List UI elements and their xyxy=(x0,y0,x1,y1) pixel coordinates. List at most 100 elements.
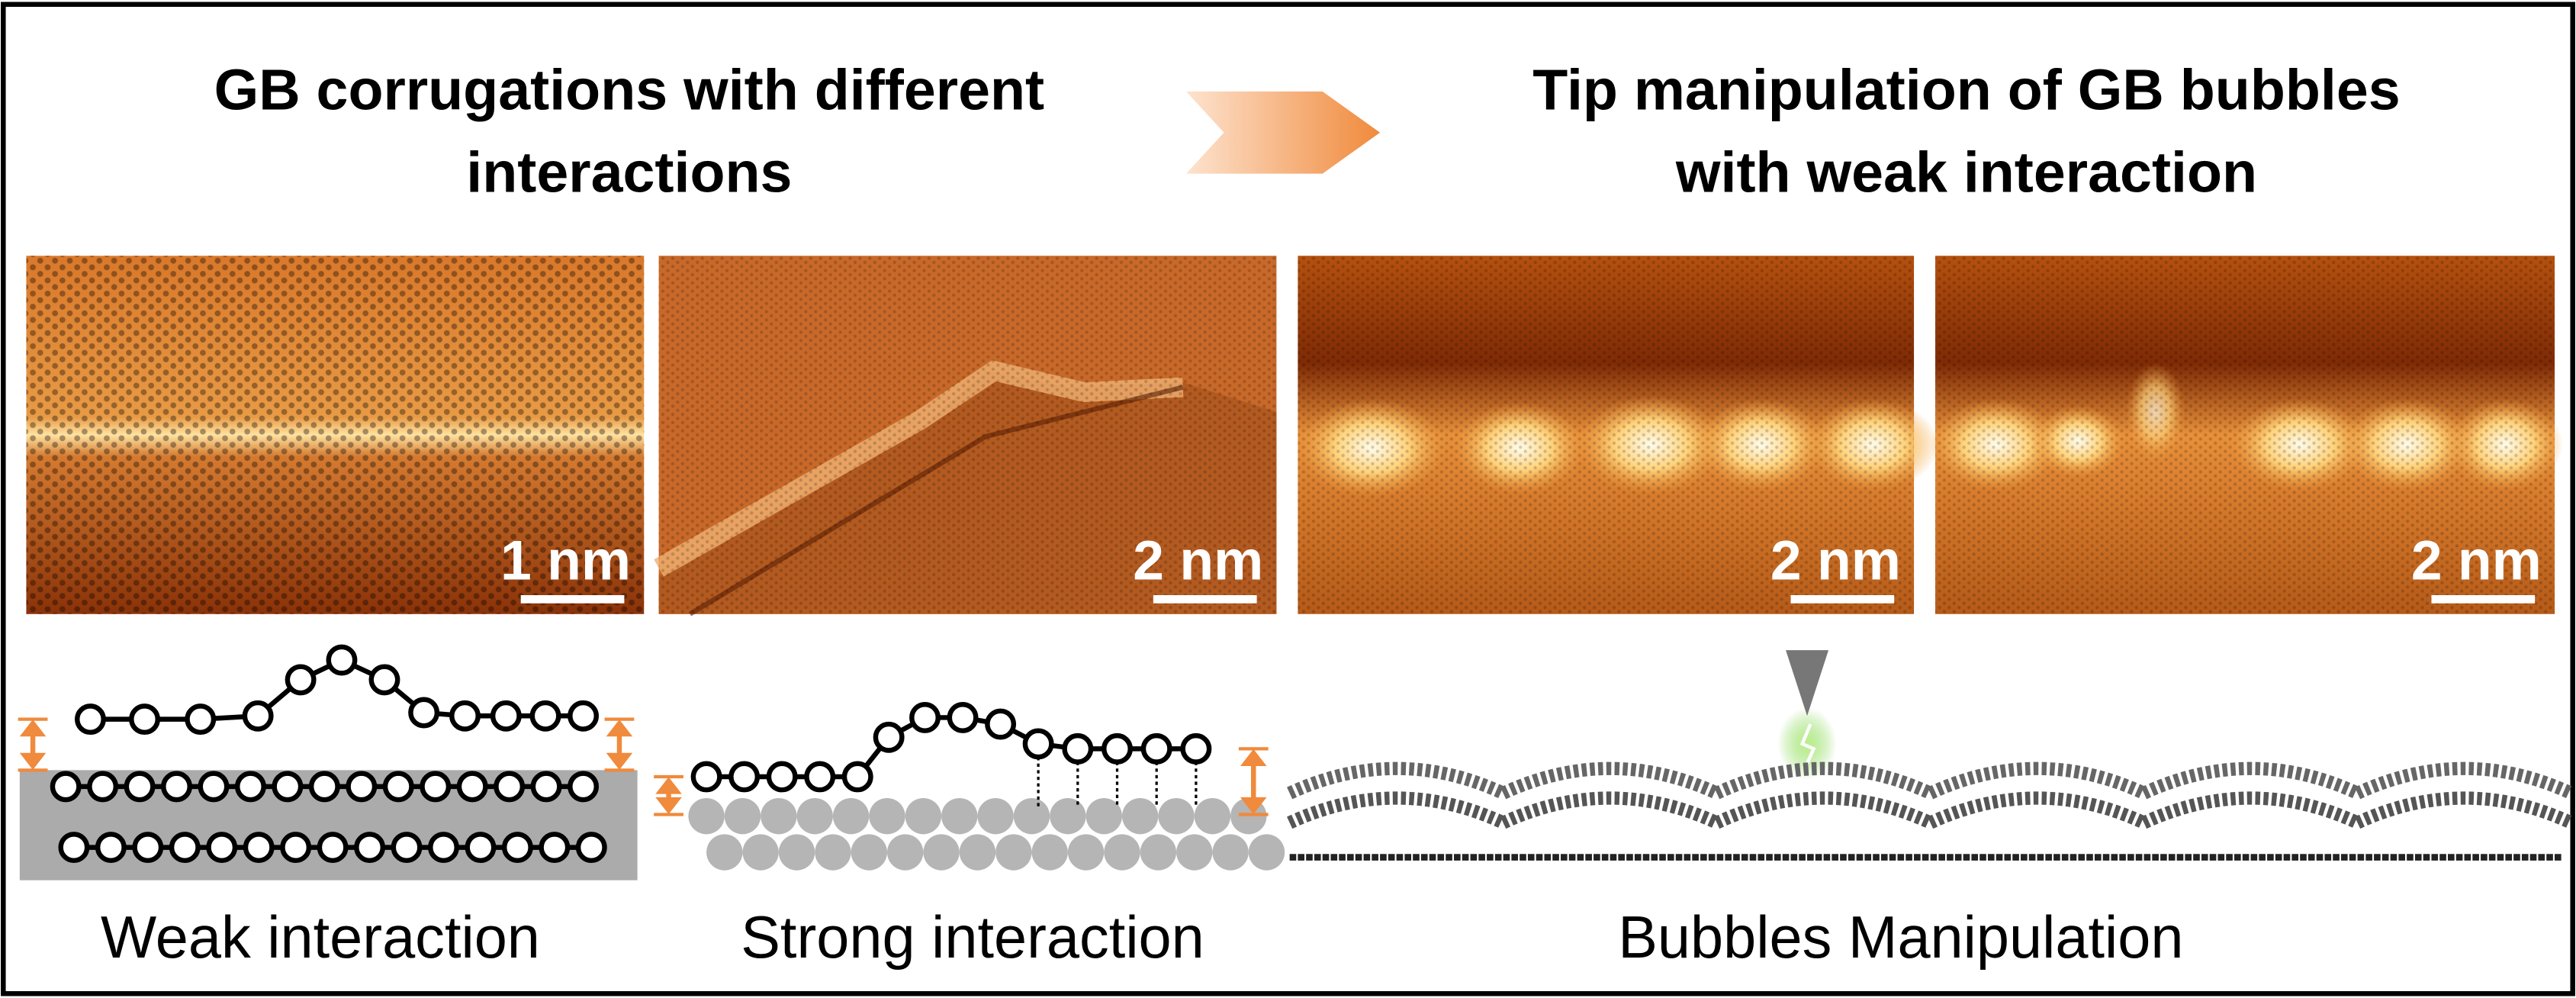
substrate-atom xyxy=(796,797,833,835)
substrate-atom xyxy=(869,797,905,835)
substrate-atom xyxy=(851,834,887,871)
substrate-atom xyxy=(815,834,851,871)
weak-diagram xyxy=(19,644,638,880)
atom xyxy=(408,697,440,729)
substrate-atom xyxy=(724,797,761,835)
atom xyxy=(308,771,340,803)
atom xyxy=(568,700,600,732)
atom xyxy=(95,832,127,864)
graphene xyxy=(2354,761,2574,800)
substrate-atom xyxy=(832,797,870,835)
arrow-head xyxy=(19,719,47,737)
substrate-atom xyxy=(1013,797,1050,835)
substrate-atom xyxy=(886,834,924,871)
graphene xyxy=(2140,761,2361,800)
substrate-atom xyxy=(1176,834,1213,871)
arrow xyxy=(1185,91,1381,174)
atom xyxy=(368,664,400,696)
arrow-head xyxy=(1240,797,1267,815)
atom xyxy=(449,700,481,732)
atom xyxy=(272,771,304,803)
atom xyxy=(873,721,905,753)
atom xyxy=(529,700,561,732)
atom xyxy=(50,771,82,803)
atom xyxy=(575,832,607,864)
atom xyxy=(317,832,349,864)
substrate-atom xyxy=(761,797,797,835)
arrow-head xyxy=(19,752,47,770)
atom xyxy=(530,771,562,803)
graphene xyxy=(2140,791,2361,829)
atom xyxy=(234,771,266,803)
atom xyxy=(161,771,192,803)
atom xyxy=(539,832,571,864)
graphene xyxy=(1927,761,2147,800)
atom xyxy=(382,771,414,803)
atom xyxy=(391,832,423,864)
atom xyxy=(804,761,836,793)
atom xyxy=(1180,732,1212,765)
substrate-atom xyxy=(1031,834,1068,871)
atom xyxy=(465,832,497,864)
atom xyxy=(280,832,312,864)
scale-bar-label: 2 nm xyxy=(1770,530,1901,592)
atom xyxy=(1101,732,1133,765)
atom xyxy=(326,644,358,676)
arrow-head xyxy=(1240,748,1267,766)
bubbles-diagram xyxy=(1287,650,2574,861)
graphene xyxy=(1714,761,1934,800)
arrow-head xyxy=(606,752,633,770)
caption: Bubbles Manipulation xyxy=(1618,905,2183,971)
atom xyxy=(985,708,1017,740)
left-title-2: interactions xyxy=(466,140,792,204)
atom xyxy=(494,771,526,803)
substrate-atom xyxy=(688,797,725,835)
atom xyxy=(490,700,522,732)
left-title-1: GB corrugations with different xyxy=(214,58,1045,122)
scale-bar-label: 2 nm xyxy=(2411,530,2542,592)
substrate-atom xyxy=(1248,834,1285,871)
atom xyxy=(58,832,90,864)
right-title-1: Tip manipulation of GB bubbles xyxy=(1532,58,2400,122)
atom xyxy=(947,701,979,733)
atom xyxy=(124,771,156,803)
substrate-atom xyxy=(1067,834,1105,871)
caption: Weak interaction xyxy=(101,905,540,971)
graphene xyxy=(1287,791,1507,829)
stm-image-3 xyxy=(1298,256,1939,614)
atom xyxy=(242,700,274,732)
graphene xyxy=(2354,791,2574,829)
atom xyxy=(169,832,201,864)
substrate-atom xyxy=(1158,797,1195,835)
atom xyxy=(766,761,798,793)
substrate-atom xyxy=(959,834,996,871)
substrate-atom xyxy=(706,834,743,871)
atom xyxy=(501,832,533,864)
substrate-atom xyxy=(1121,797,1159,835)
atom xyxy=(354,832,386,864)
substrate-atom xyxy=(1085,797,1122,835)
atom xyxy=(132,832,164,864)
atom xyxy=(728,761,761,793)
atom xyxy=(1140,732,1172,765)
atom xyxy=(285,664,317,696)
atom xyxy=(690,761,722,793)
substrate-atom xyxy=(977,797,1014,835)
scale-bar-label: 1 nm xyxy=(500,530,631,592)
atom xyxy=(456,771,488,803)
substrate-atom xyxy=(1104,834,1140,871)
atom xyxy=(1062,732,1094,765)
atom xyxy=(420,771,452,803)
arrow-head xyxy=(606,719,633,737)
graphene xyxy=(1287,761,1507,800)
atom xyxy=(74,703,106,736)
stm-image-2 xyxy=(654,256,1277,617)
substrate-atom xyxy=(1212,834,1249,871)
atom xyxy=(909,701,941,733)
substrate-atom xyxy=(1050,797,1086,835)
substrate-atom xyxy=(1140,834,1177,871)
substrate-atom xyxy=(995,834,1032,871)
scale-bar-label: 2 nm xyxy=(1133,530,1263,592)
graphene xyxy=(1927,791,2147,829)
